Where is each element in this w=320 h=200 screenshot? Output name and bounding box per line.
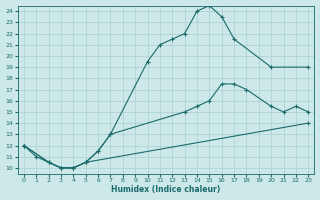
X-axis label: Humidex (Indice chaleur): Humidex (Indice chaleur): [111, 185, 221, 194]
